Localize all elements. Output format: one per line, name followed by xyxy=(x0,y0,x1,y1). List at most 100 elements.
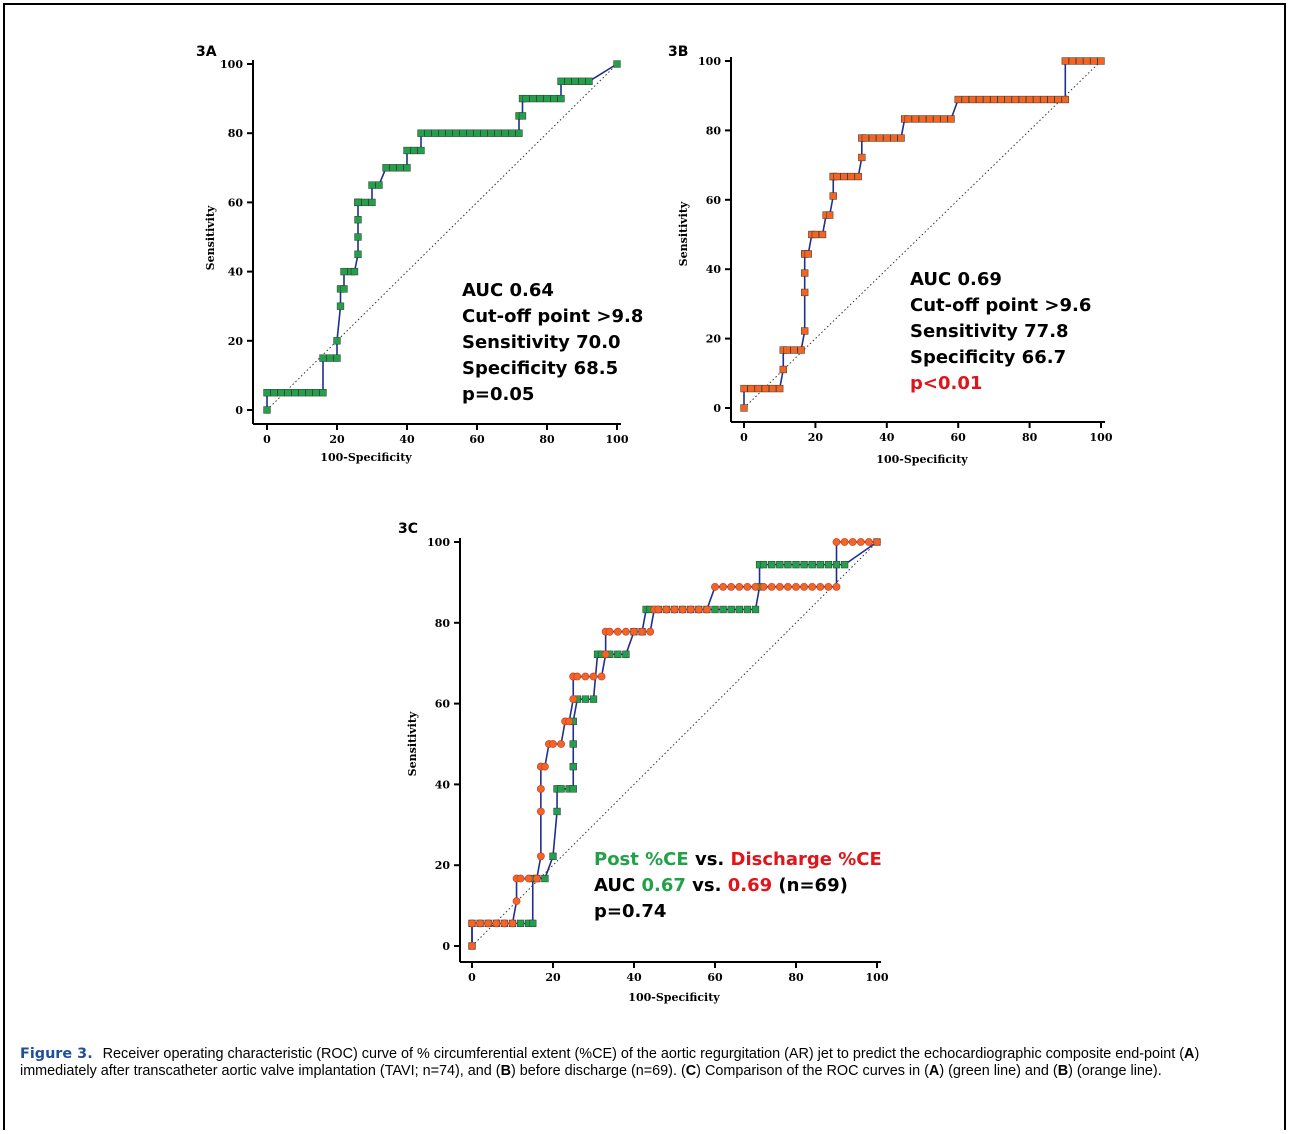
data-point-3c xyxy=(597,672,606,681)
caption-text-3: ) before discharge (n=69). ( xyxy=(510,1063,686,1079)
data-point-3b xyxy=(897,134,905,142)
data-point-3b xyxy=(1004,95,1012,104)
stat-pvalue-3a: p=0.05 xyxy=(462,384,534,405)
data-point-3c xyxy=(767,582,776,591)
data-point-3c xyxy=(670,605,679,614)
panel-3c: 3C 0 20 40 60 80 100 0 20 40 60 80 100 100-Specific… xyxy=(398,521,889,1004)
axes-3c: 0 20 40 60 80 100 0 20 40 60 80 100 xyxy=(427,536,889,984)
data-point-3c xyxy=(856,538,865,546)
data-point-3b xyxy=(801,288,809,297)
data-point-3c xyxy=(719,605,727,614)
data-point-3c xyxy=(832,582,841,591)
data-point-3c xyxy=(569,695,578,704)
data-point-3c xyxy=(792,582,800,591)
data-point-3c xyxy=(848,538,857,546)
data-point-3a xyxy=(515,129,523,137)
x-tick-label-3a: 20 xyxy=(329,433,345,446)
y-tick-label-3b: 40 xyxy=(706,263,722,276)
data-point-3b xyxy=(968,95,977,104)
caption-ref-a: A xyxy=(1184,1046,1195,1062)
data-point-3b xyxy=(925,115,934,123)
x-axis-label-3a: 100-Specificity xyxy=(320,451,412,464)
data-point-3c xyxy=(694,605,703,614)
data-point-3b xyxy=(918,115,927,123)
y-tick-label-3a: 80 xyxy=(228,127,244,140)
caption-text-2: ) immediately after transcatheter aortic… xyxy=(20,1046,1200,1079)
data-point-3b xyxy=(801,269,809,277)
data-point-3b xyxy=(947,115,955,123)
data-point-3a xyxy=(350,267,359,276)
caption-ref-b: B xyxy=(500,1063,511,1079)
data-point-3b xyxy=(840,172,848,181)
x-axis-label-3c: 100-Specificity xyxy=(628,991,720,1004)
x-tick-label-3c: 20 xyxy=(545,971,561,984)
y-axis-label-3b: Sensitivity xyxy=(677,201,690,266)
data-point-3c xyxy=(468,919,476,928)
data-point-3c xyxy=(569,785,577,793)
data-point-3c xyxy=(662,605,671,614)
data-point-3a xyxy=(613,60,621,68)
panel-label-3c: 3C xyxy=(398,521,418,537)
panel-label-3a: 3A xyxy=(196,44,217,60)
data-point-3a xyxy=(403,164,411,172)
data-point-3b xyxy=(1068,57,1077,65)
data-point-3c xyxy=(605,627,614,636)
data-point-3b xyxy=(1061,95,1069,104)
curves-3c xyxy=(468,538,881,950)
y-tick-label-3a: 20 xyxy=(228,335,244,348)
panel-3b: 3B 0 20 40 60 80 100 0 20 40 60 80 100 100-Specific… xyxy=(0,0,1289,480)
data-point-3c xyxy=(569,740,577,748)
data-point-3c xyxy=(630,627,638,636)
data-point-3a xyxy=(336,302,345,310)
x-tick-label-3c: 60 xyxy=(707,971,723,984)
caption-text-5: ) (green line) and ( xyxy=(939,1063,1058,1079)
data-point-3c xyxy=(743,605,752,614)
x-tick-label-3c: 0 xyxy=(468,971,476,984)
data-point-3b xyxy=(983,95,991,104)
data-point-3b xyxy=(1033,95,1041,104)
data-point-3a xyxy=(375,181,383,189)
data-point-3c xyxy=(569,762,577,771)
stat-auc-3b: AUC 0.69 xyxy=(910,269,1002,290)
data-point-3b xyxy=(1090,57,1098,65)
data-point-3b xyxy=(768,384,777,393)
caption-ref-c: C xyxy=(685,1063,697,1079)
y-axis-label-3c: Sensitivity xyxy=(406,711,419,776)
data-point-3c xyxy=(686,605,695,614)
data-point-3c xyxy=(784,560,792,569)
data-point-3b xyxy=(990,95,998,104)
data-point-3c xyxy=(492,919,501,928)
x-tick-label-3a: 100 xyxy=(606,433,629,446)
data-point-3a xyxy=(263,406,271,414)
data-point-3b xyxy=(961,95,969,104)
panel-label-3b: 3B xyxy=(668,44,688,60)
data-point-3b xyxy=(1047,95,1055,104)
data-point-3c xyxy=(800,560,808,569)
y-tick-label-3c: 80 xyxy=(435,617,451,630)
data-point-3c xyxy=(816,582,825,591)
curve-3a xyxy=(263,60,621,414)
auc-vs: vs. xyxy=(686,875,728,896)
data-point-3a xyxy=(333,337,341,345)
data-point-3c xyxy=(865,538,873,546)
data-point-3b xyxy=(876,134,884,142)
data-point-3a xyxy=(417,146,425,155)
data-point-3c xyxy=(516,874,525,883)
stat-cutoff-3b: Cut-off point >9.6 xyxy=(910,295,1091,316)
data-point-3c xyxy=(711,605,719,614)
data-point-3a xyxy=(585,77,593,85)
x-tick-label-3c: 40 xyxy=(626,971,642,984)
data-point-3b xyxy=(811,230,820,239)
data-point-3c xyxy=(775,582,784,591)
data-point-3a xyxy=(557,94,565,103)
data-point-3c xyxy=(622,650,630,658)
x-tick-label-3c: 100 xyxy=(866,971,889,984)
data-point-3c xyxy=(816,560,824,569)
data-point-3c xyxy=(703,605,711,614)
data-point-3c xyxy=(751,582,760,591)
auc-discharge-value: 0.69 xyxy=(728,875,772,896)
x-tick-label-3b: 100 xyxy=(1090,431,1113,444)
data-point-3b xyxy=(911,115,920,123)
data-point-3c xyxy=(678,605,687,614)
caption-label: Figure 3. xyxy=(20,1046,93,1062)
